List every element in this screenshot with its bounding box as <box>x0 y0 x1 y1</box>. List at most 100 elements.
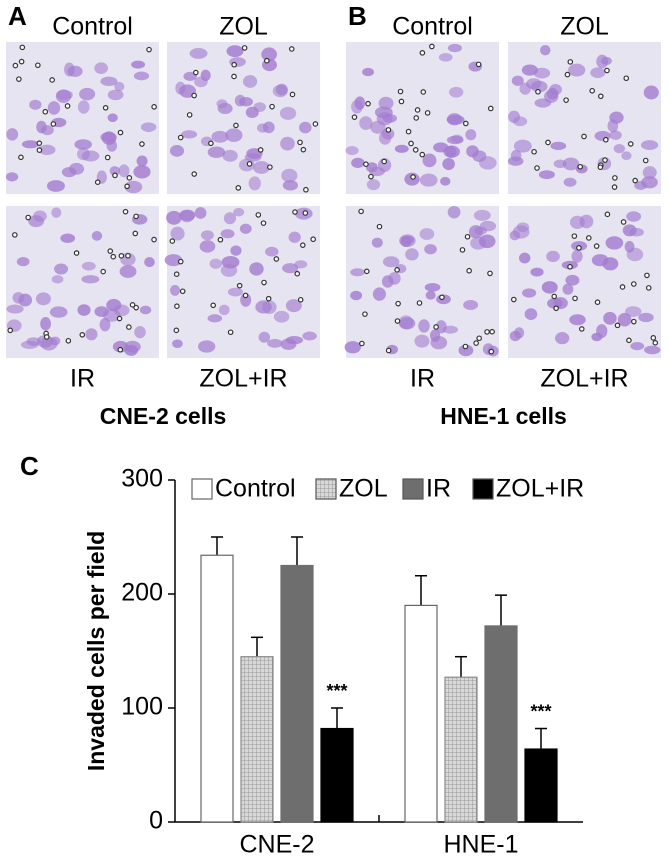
pore <box>227 329 234 336</box>
pore <box>597 164 604 171</box>
cell <box>234 94 246 107</box>
y-tick-label: 100 <box>121 693 163 721</box>
pore <box>652 339 659 346</box>
pore <box>359 340 365 347</box>
cell <box>77 304 91 316</box>
pore <box>292 209 298 215</box>
cell <box>513 139 532 153</box>
pore <box>231 73 237 80</box>
cell <box>405 248 419 261</box>
legend-swatch <box>402 478 424 500</box>
pore <box>49 77 55 83</box>
pore <box>122 208 129 215</box>
cell <box>419 228 435 240</box>
pore <box>619 284 626 290</box>
pore <box>110 253 117 260</box>
cell <box>175 81 186 95</box>
cell <box>238 158 255 172</box>
pore <box>169 238 176 244</box>
pore <box>462 343 469 350</box>
pore <box>464 233 471 240</box>
micrograph <box>507 42 661 194</box>
cell <box>101 131 117 145</box>
pore <box>177 258 184 265</box>
cell <box>40 336 58 351</box>
pore <box>16 76 22 82</box>
pore <box>650 335 657 341</box>
cell <box>351 157 365 168</box>
legend-label: IR <box>426 475 451 503</box>
pore <box>623 75 630 82</box>
pore <box>645 285 652 291</box>
cell <box>280 338 297 350</box>
cell <box>189 47 208 59</box>
pore <box>604 211 611 218</box>
cell <box>36 120 47 134</box>
pore <box>631 318 637 325</box>
cell <box>267 338 283 348</box>
micrograph <box>167 42 320 194</box>
pore <box>429 43 435 50</box>
pore <box>363 161 369 168</box>
cell <box>107 113 118 123</box>
cell <box>630 341 645 351</box>
cell <box>140 122 157 132</box>
cell <box>544 89 559 103</box>
cell <box>569 215 585 229</box>
legend-label: ZOL+IR <box>496 475 584 503</box>
cell <box>211 130 229 143</box>
cell <box>255 300 272 314</box>
cell <box>118 164 130 178</box>
cell <box>472 150 487 162</box>
cell <box>265 246 279 257</box>
pore <box>73 250 80 256</box>
cell <box>248 176 261 191</box>
pore <box>488 348 495 355</box>
cell <box>46 180 65 192</box>
cell <box>447 205 461 219</box>
cell <box>378 96 394 110</box>
cell <box>350 268 365 277</box>
legend-swatch <box>315 478 337 500</box>
pore <box>173 327 180 334</box>
cell <box>562 157 580 171</box>
cell <box>596 54 609 69</box>
pore <box>632 177 638 184</box>
pore <box>476 335 482 342</box>
pore <box>416 300 423 306</box>
cell <box>164 254 183 267</box>
x-tick-label: HNE-1 <box>443 831 518 859</box>
cell <box>569 314 586 326</box>
pore <box>604 67 610 74</box>
cell <box>172 339 183 348</box>
pore <box>410 174 416 180</box>
cell <box>388 271 401 285</box>
y-tick-label: 0 <box>149 807 163 835</box>
pore <box>50 121 57 127</box>
column-label: ZOL <box>219 13 268 41</box>
pore <box>255 212 262 218</box>
cell <box>94 306 109 317</box>
pore <box>365 100 371 107</box>
cell <box>197 340 216 353</box>
cell <box>179 210 195 223</box>
cell <box>603 311 617 325</box>
pore <box>297 296 304 303</box>
y-axis-label: Invaded cells per field <box>83 531 109 771</box>
cell <box>638 312 654 323</box>
cell <box>285 299 302 313</box>
cell <box>294 260 308 269</box>
cell <box>424 283 441 292</box>
cell <box>281 168 298 183</box>
pore <box>257 147 264 153</box>
cell <box>273 310 290 323</box>
cell <box>67 65 83 77</box>
cell <box>513 116 528 127</box>
cell <box>170 226 185 241</box>
cell <box>617 312 632 327</box>
cell <box>99 317 111 332</box>
cell <box>29 99 42 110</box>
cell <box>372 287 386 301</box>
pore <box>397 88 404 95</box>
pore <box>191 171 198 177</box>
